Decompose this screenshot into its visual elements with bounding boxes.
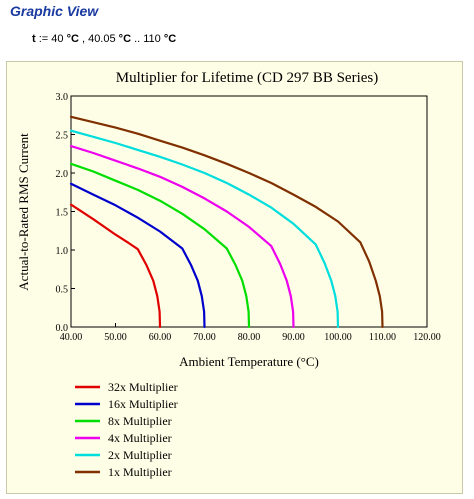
y-tick-label: 3.0 bbox=[56, 92, 69, 103]
x-tick-label: 60.00 bbox=[149, 332, 172, 343]
series-line-6 bbox=[69, 115, 384, 329]
series-line-4 bbox=[69, 145, 295, 329]
range-unit-start: °C bbox=[66, 33, 79, 45]
plot-area: 40.00 50.00 60.00 70.00 80.00 90.00 100.00 110.… bbox=[56, 92, 441, 343]
x-tick-label: 70.00 bbox=[193, 332, 216, 343]
series-line-2 bbox=[69, 182, 206, 329]
legend-label-4: 4x Multiplier bbox=[108, 431, 172, 445]
x-axis-label: Ambient Temperature (°C) bbox=[179, 354, 319, 369]
x-tick-label: 90.00 bbox=[282, 332, 305, 343]
x-tick-label: 50.00 bbox=[104, 332, 127, 343]
series-line-1 bbox=[69, 203, 162, 329]
legend: 32x Multiplier 16x Multiplier 8x Multiplie… bbox=[75, 380, 178, 479]
range-assign: := 40 bbox=[35, 33, 67, 45]
y-tick-label: 2.5 bbox=[56, 131, 69, 142]
range-unit-end: °C bbox=[163, 33, 177, 45]
y-axis-label: Actual-to-Rated RMS Current bbox=[16, 133, 31, 291]
range-end-value: .. 110 bbox=[131, 33, 164, 45]
legend-label-3: 8x Multiplier bbox=[108, 414, 172, 428]
y-tick-label: 2.0 bbox=[56, 169, 69, 180]
x-tick-label: 40.00 bbox=[60, 332, 83, 343]
legend-label-1: 32x Multiplier bbox=[108, 380, 178, 394]
x-tick-label: 100.00 bbox=[324, 332, 352, 343]
y-tick-label: 1.0 bbox=[56, 246, 69, 257]
legend-label-6: 1x Multiplier bbox=[108, 465, 172, 479]
x-tick-label: 110.00 bbox=[369, 332, 396, 343]
series-line-5 bbox=[69, 129, 340, 329]
x-tick-label: 80.00 bbox=[238, 332, 261, 343]
y-tick-label: 0.0 bbox=[56, 323, 69, 334]
legend-label-5: 2x Multiplier bbox=[108, 448, 172, 462]
x-tick-label: 120.00 bbox=[413, 332, 441, 343]
graphic-view-heading: Graphic View bbox=[10, 3, 99, 19]
range-second-value: , 40.05 bbox=[78, 33, 119, 45]
range-unit-step: °C bbox=[118, 33, 132, 45]
y-tick-label: 1.5 bbox=[56, 208, 69, 219]
series-line-3 bbox=[69, 162, 251, 329]
range-definition: t := 40 °C , 40.05 °C .. 110 °C bbox=[32, 33, 176, 45]
legend-label-2: 16x Multiplier bbox=[108, 397, 178, 411]
chart-title: Multiplier for Lifetime (CD 297 BB Serie… bbox=[116, 70, 378, 86]
range-variable: t bbox=[32, 33, 36, 45]
y-tick-label: 0.5 bbox=[56, 285, 69, 296]
